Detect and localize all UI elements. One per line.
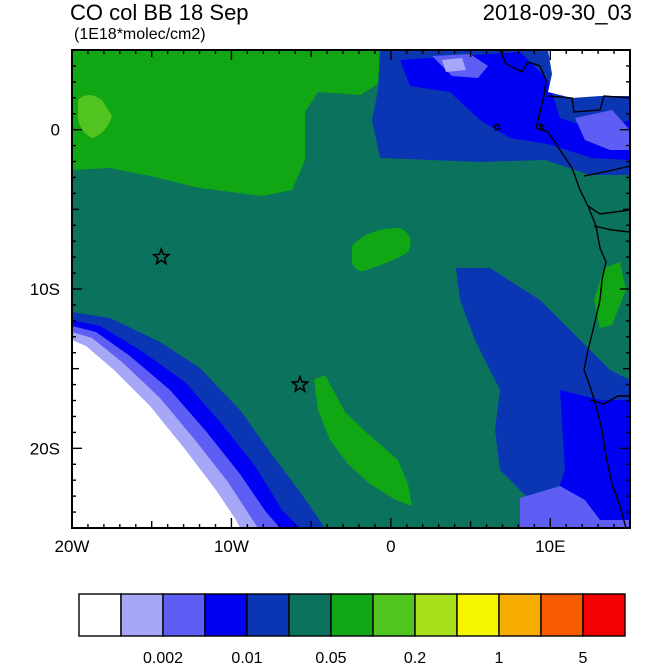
colorbar-label: 0.2	[404, 650, 426, 667]
colorbar-swatch	[330, 593, 374, 637]
units-label: (1E18*molec/cm2)	[74, 26, 206, 43]
colorbar-label: 5	[579, 650, 588, 667]
colorbar-swatch	[582, 593, 626, 637]
southwest-white-region	[72, 340, 240, 528]
co-field	[72, 50, 630, 528]
colorbar-swatch	[288, 593, 332, 637]
east-bright-blue	[555, 390, 630, 528]
central-green-blob	[352, 228, 411, 271]
x-tick-label: 10W	[214, 537, 249, 556]
x-tick-label: 10E	[535, 537, 565, 556]
country-border-angola	[593, 225, 630, 233]
northeast-light-blue	[432, 54, 630, 150]
northeast-pale-patch	[442, 58, 466, 72]
northeast-bright-blue	[400, 52, 630, 160]
x-tick-label: 0	[386, 537, 395, 556]
colorbar-label: 0.01	[231, 650, 262, 667]
colorbar-label: 1	[495, 650, 504, 667]
markers	[151, 246, 310, 393]
country-border-south	[589, 395, 630, 405]
colorbar: 0.002 0.01 0.05 0.2 1 5	[78, 593, 626, 667]
country-border-central	[583, 165, 630, 177]
island-2	[538, 122, 545, 132]
island-1	[493, 123, 501, 131]
colorbar-swatch	[120, 593, 164, 637]
africa-land-interior	[548, 50, 630, 98]
colorbar-swatch	[204, 593, 248, 637]
colorbar-swatch	[456, 593, 500, 637]
datetime-label: 2018-09-30_03	[482, 0, 632, 25]
star-marker	[151, 246, 172, 266]
colorbar-swatch	[540, 593, 584, 637]
colorbar-swatch	[372, 593, 416, 637]
colorbar-label: 0.002	[143, 650, 183, 667]
coastlines	[493, 50, 630, 528]
colorbar-swatch	[162, 593, 206, 637]
country-border-congo	[587, 205, 630, 215]
y-tick-label: 20S	[30, 439, 60, 458]
colorbar-swatch	[414, 593, 458, 637]
x-tick-label: 20W	[55, 537, 90, 556]
axis-ticks: 20W 10W 0 10E 0 10S 20S	[30, 49, 631, 556]
light-green-patch	[78, 95, 112, 138]
colorbar-swatch	[498, 593, 542, 637]
south-green-plume	[314, 375, 412, 506]
country-border-north	[547, 95, 630, 113]
star-marker	[290, 374, 310, 393]
east-light-blue	[520, 486, 630, 528]
north-green-region	[72, 50, 385, 196]
colorbar-swatch	[78, 593, 122, 637]
colorbar-swatch	[246, 593, 290, 637]
y-tick-label: 10S	[30, 280, 60, 299]
y-tick-label: 0	[51, 121, 60, 140]
map-title: CO col BB 18 Sep	[70, 0, 249, 25]
colorbar-label: 0.05	[315, 650, 346, 667]
